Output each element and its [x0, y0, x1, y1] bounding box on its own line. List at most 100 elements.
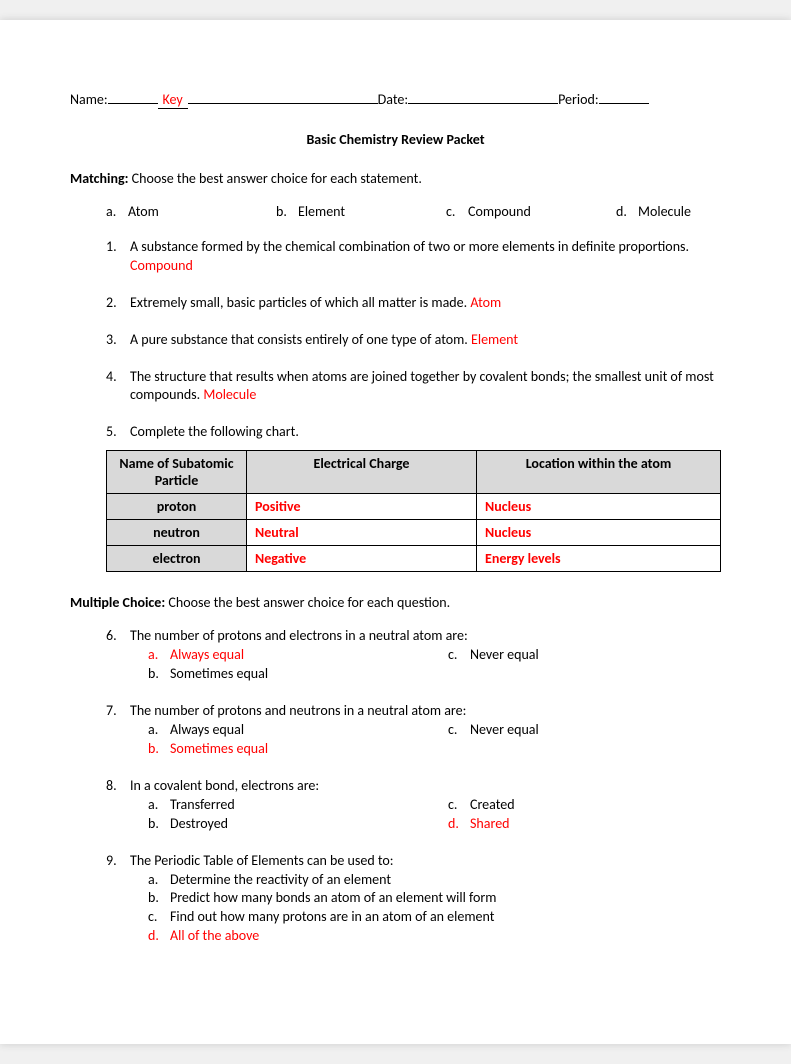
mc-option-text: Shared — [470, 815, 510, 834]
mc-option-label: d. — [148, 927, 170, 946]
period-blank — [599, 90, 649, 104]
item-answer: Molecule — [203, 386, 256, 403]
mc-option: b.Predict how many bonds an atom of an e… — [148, 889, 496, 908]
mc-questions: 6.The number of protons and electrons in… — [70, 627, 721, 946]
mc-option: c.Never equal — [448, 646, 539, 665]
choice-letter: d. — [616, 203, 638, 220]
mc-stem: 8.In a covalent bond, electrons are: — [106, 777, 721, 794]
period-field: Period: — [558, 90, 649, 108]
mc-option-text: All of the above — [170, 927, 259, 946]
mc-col-left: a.Determine the reactivity of an element… — [148, 871, 496, 947]
mc-option: a.Determine the reactivity of an element — [148, 871, 496, 890]
mc-option-text: Destroyed — [170, 815, 228, 834]
mc-option-text: Predict how many bonds an atom of an ele… — [170, 889, 496, 908]
mc-option-text: Never equal — [470, 646, 539, 665]
item-text: A pure substance that consists entirely … — [130, 331, 721, 350]
mc-option-text: Sometimes equal — [170, 665, 268, 684]
mc-option: c.Find out how many protons are in an at… — [148, 908, 496, 927]
mc-option: c.Created — [448, 796, 515, 815]
item-text: The structure that results when atoms ar… — [130, 368, 721, 406]
choice-letter: b. — [276, 203, 298, 220]
mc-option: a.Always equal — [148, 721, 448, 740]
mc-option-label: b. — [148, 740, 170, 759]
mc-stem-text: The number of protons and neutrons in a … — [130, 702, 466, 719]
mc-option: d.All of the above — [148, 927, 496, 946]
mc-stem: 6.The number of protons and electrons in… — [106, 627, 721, 644]
mc-option-label: d. — [448, 815, 470, 834]
item-text: Complete the following chart. — [130, 423, 721, 442]
mc-heading-rest: Choose the best answer choice for each q… — [165, 594, 450, 611]
table-header-row: Name of Subatomic Particle Electrical Ch… — [107, 451, 721, 494]
matching-heading: Matching: Choose the best answer choice … — [70, 170, 721, 187]
particle-name: proton — [107, 494, 247, 520]
mc-option-label: c. — [448, 721, 470, 740]
particle-name: neutron — [107, 520, 247, 546]
name-field: Name: Key — [70, 90, 378, 109]
table-row: proton Positive Nucleus — [107, 494, 721, 520]
item-num: 3. — [106, 331, 130, 350]
mc-option: a.Transferred — [148, 796, 448, 815]
mc-option: b.Destroyed — [148, 815, 448, 834]
worksheet-page: Name: Key Date: Period: Basic Chemistry … — [0, 20, 791, 1044]
col-header: Location within the atom — [477, 451, 721, 494]
mc-stem: 9.The Periodic Table of Elements can be … — [106, 852, 721, 869]
particle-charge: Positive — [247, 494, 477, 520]
mc-stem-text: The number of protons and electrons in a… — [130, 627, 468, 644]
mc-option-text: Determine the reactivity of an element — [170, 871, 391, 890]
mc-options: a.Always equalb.Sometimes equalc.Never e… — [148, 721, 721, 759]
mc-option-text: Always equal — [170, 646, 244, 665]
item-answer: Atom — [470, 294, 501, 311]
item-num: 2. — [106, 294, 130, 313]
choice-d: d.Molecule — [616, 203, 691, 220]
choice-letter: c. — [446, 203, 468, 220]
mc-option-text: Never equal — [470, 721, 539, 740]
mc-options: a.Always equalb.Sometimes equalc.Never e… — [148, 646, 721, 684]
choice-text: Compound — [468, 203, 531, 220]
matching-item: 5.Complete the following chart. — [106, 423, 721, 442]
name-label: Name: — [70, 91, 108, 108]
name-value: Key — [158, 91, 188, 109]
period-label: Period: — [558, 91, 599, 108]
date-label: Date: — [378, 91, 408, 108]
mc-option-text: Transferred — [170, 796, 235, 815]
mc-option-label: c. — [448, 796, 470, 815]
particle-name: electron — [107, 546, 247, 572]
mc-heading: Multiple Choice: Choose the best answer … — [70, 594, 721, 611]
particle-location: Nucleus — [477, 494, 721, 520]
matching-item: 3.A pure substance that consists entirel… — [106, 331, 721, 350]
mc-num: 6. — [106, 627, 130, 644]
mc-option: d.Shared — [448, 815, 515, 834]
mc-num: 8. — [106, 777, 130, 794]
mc-col-right: c.Never equal — [448, 721, 539, 759]
name-blank-right — [188, 90, 378, 104]
choice-text: Atom — [128, 203, 159, 220]
mc-question: 6.The number of protons and electrons in… — [106, 627, 721, 684]
matching-item: 1.A substance formed by the chemical com… — [106, 238, 721, 276]
mc-stem-text: The Periodic Table of Elements can be us… — [130, 852, 394, 869]
choice-b: b.Element — [276, 203, 446, 220]
mc-options: a.Transferredb.Destroyedc.Createdd.Share… — [148, 796, 721, 834]
mc-question: 7.The number of protons and neutrons in … — [106, 702, 721, 759]
date-field: Date: — [378, 90, 558, 108]
col-header: Name of Subatomic Particle — [107, 451, 247, 494]
mc-option: b.Sometimes equal — [148, 665, 448, 684]
particle-location: Energy levels — [477, 546, 721, 572]
choice-text: Element — [298, 203, 345, 220]
mc-num: 9. — [106, 852, 130, 869]
mc-option-label: a. — [148, 721, 170, 740]
mc-col-left: a.Always equalb.Sometimes equal — [148, 721, 448, 759]
mc-question: 9.The Periodic Table of Elements can be … — [106, 852, 721, 947]
page-title: Basic Chemistry Review Packet — [70, 131, 721, 148]
mc-option-label: a. — [148, 796, 170, 815]
item-text: Extremely small, basic particles of whic… — [130, 294, 721, 313]
mc-stem: 7.The number of protons and neutrons in … — [106, 702, 721, 719]
matching-item: 4.The structure that results when atoms … — [106, 368, 721, 406]
mc-col-left: a.Always equalb.Sometimes equal — [148, 646, 448, 684]
mc-option-text: Always equal — [170, 721, 244, 740]
col-header: Electrical Charge — [247, 451, 477, 494]
item-answer: Element — [471, 331, 518, 348]
mc-num: 7. — [106, 702, 130, 719]
item-answer: Compound — [130, 257, 193, 274]
mc-option-label: b. — [148, 889, 170, 908]
choice-text: Molecule — [638, 203, 691, 220]
